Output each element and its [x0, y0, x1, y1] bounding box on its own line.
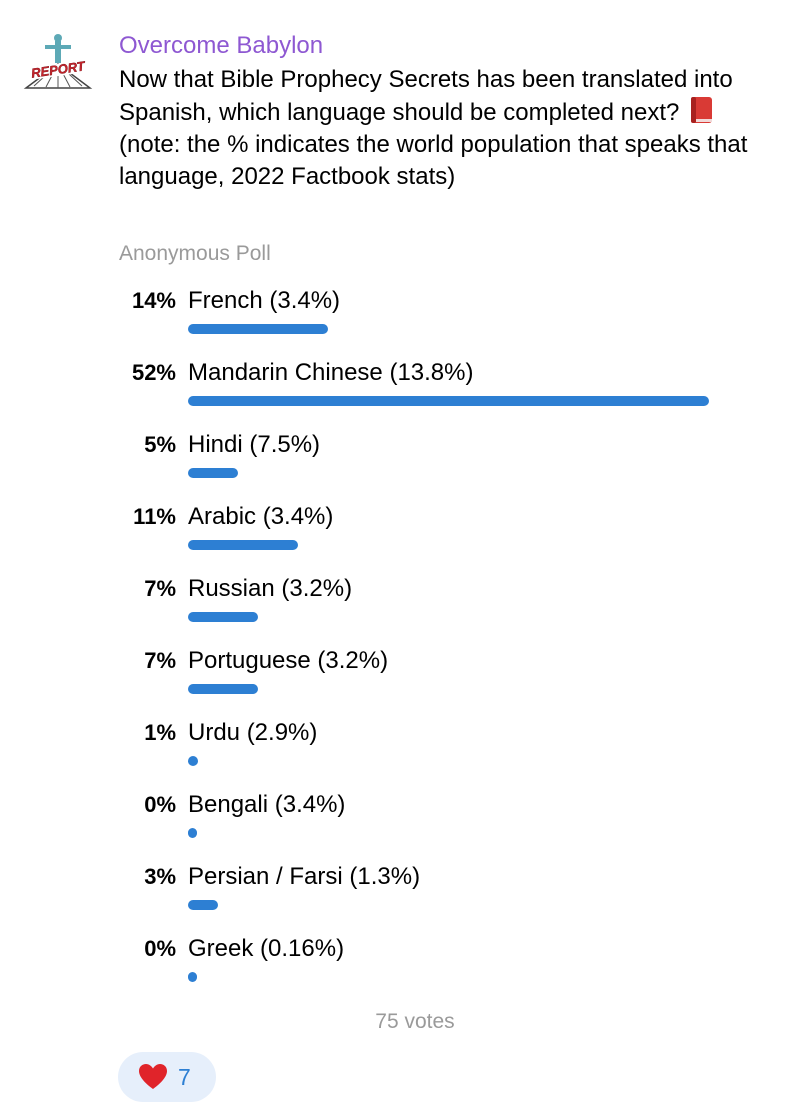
poll-option[interactable]: 14% French (3.4%) — [0, 285, 810, 357]
option-result-bar — [188, 540, 298, 550]
poll-type-label: Anonymous Poll — [119, 242, 271, 265]
option-percent: 0% — [144, 792, 176, 817]
option-percent: 7% — [144, 576, 176, 601]
option-label: Mandarin Chinese (13.8%) — [188, 359, 474, 386]
option-result-bar — [188, 324, 328, 334]
option-percent: 3% — [144, 864, 176, 889]
option-result-bar — [188, 684, 258, 694]
option-result-bar — [188, 396, 709, 406]
option-percent: 11% — [133, 504, 176, 529]
option-percent: 7% — [144, 648, 176, 673]
option-result-bar — [188, 756, 198, 766]
poll-option[interactable]: 5% Hindi (7.5%) — [0, 429, 810, 501]
poll-option[interactable]: 1% Urdu (2.9%) — [0, 717, 810, 789]
poll-option[interactable]: 52% Mandarin Chinese (13.8%) — [0, 357, 810, 429]
poll-option[interactable]: 7% Portuguese (3.2%) — [0, 645, 810, 717]
option-label: Urdu (2.9%) — [188, 719, 318, 746]
heart-icon — [138, 1063, 168, 1091]
poll-option[interactable]: 11% Arabic (3.4%) — [0, 501, 810, 573]
reaction-button[interactable]: 7 — [118, 1052, 216, 1102]
option-percent: 0% — [144, 936, 176, 961]
reaction-count: 7 — [178, 1064, 191, 1090]
poll-option[interactable]: 0% Greek (0.16%) — [0, 933, 810, 1005]
option-label: Russian (3.2%) — [188, 575, 353, 602]
option-label: Persian / Farsi (1.3%) — [188, 863, 421, 890]
option-percent: 14% — [131, 288, 176, 313]
option-label: French (3.4%) — [188, 287, 341, 314]
option-label: Greek (0.16%) — [188, 935, 345, 962]
option-percent: 1% — [144, 720, 176, 745]
option-result-bar — [188, 972, 197, 982]
channel-avatar[interactable]: REPORT — [20, 26, 96, 102]
option-result-bar — [188, 612, 258, 622]
question-text-end: (note: the % indicates the world populat… — [119, 131, 748, 190]
option-result-bar — [188, 828, 197, 838]
option-result-bar — [188, 468, 238, 478]
vote-count[interactable]: 75 votes — [375, 1010, 455, 1033]
red-book-icon — [688, 96, 716, 124]
poll-option[interactable]: 3% Persian / Farsi (1.3%) — [0, 861, 810, 933]
option-label: Bengali (3.4%) — [188, 791, 346, 818]
option-label: Portuguese (3.2%) — [188, 647, 389, 674]
poll-question: Now that Bible Prophecy Secrets has been… — [119, 64, 749, 193]
poll-option[interactable]: 7% Russian (3.2%) — [0, 573, 810, 645]
option-label: Hindi (7.5%) — [188, 431, 321, 458]
option-percent: 5% — [144, 432, 176, 457]
poll-option[interactable]: 0% Bengali (3.4%) — [0, 789, 810, 861]
option-result-bar — [188, 900, 218, 910]
report-logo: REPORT — [23, 34, 93, 89]
channel-name[interactable]: Overcome Babylon — [119, 32, 324, 59]
option-label: Arabic (3.4%) — [188, 503, 334, 530]
question-text-start: Now that Bible Prophecy Secrets has been… — [119, 66, 733, 126]
option-percent: 52% — [131, 360, 176, 385]
